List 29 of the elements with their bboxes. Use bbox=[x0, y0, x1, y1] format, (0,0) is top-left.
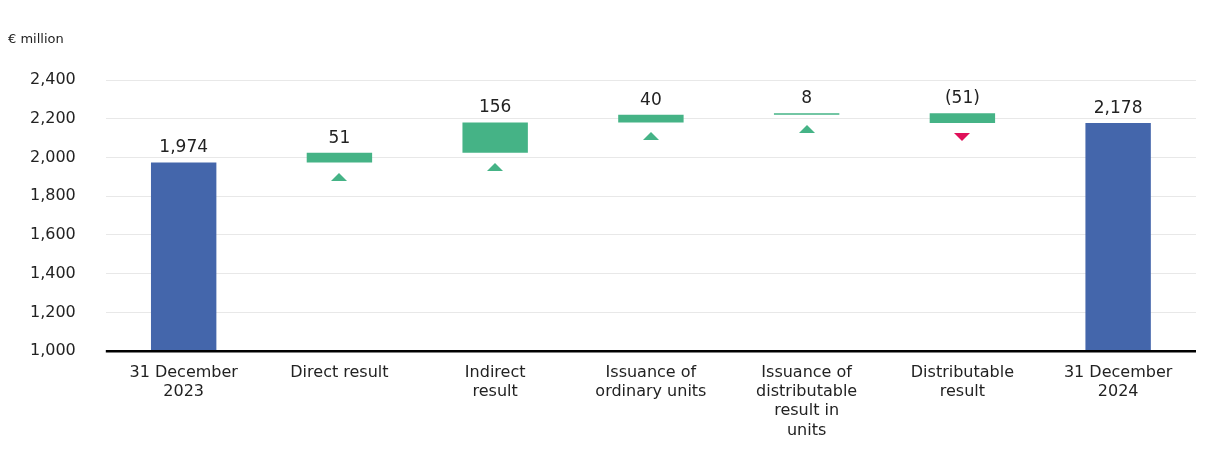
y-tick-label: 1,800 bbox=[29, 185, 76, 205]
y-tick-label: 2,200 bbox=[29, 107, 76, 127]
data-label: 51 bbox=[328, 126, 351, 147]
bar bbox=[306, 152, 373, 163]
y-axis-title: € million bbox=[8, 31, 64, 47]
x-tick-label: Distributable result bbox=[910, 361, 1014, 401]
y-tick-label: 1,600 bbox=[29, 224, 76, 244]
y-tick-label: 2,400 bbox=[29, 69, 76, 89]
y-tick-label: 1,400 bbox=[29, 262, 76, 282]
x-tick-label: Indirect result bbox=[464, 361, 526, 401]
data-label: 8 bbox=[801, 87, 813, 108]
x-tick-label: 31 December 2023 bbox=[129, 361, 239, 401]
x-tick-label: Direct result bbox=[290, 361, 389, 381]
x-tick-label: Issuance of distributable result in units bbox=[756, 361, 858, 439]
x-tick-label: 31 December 2024 bbox=[1063, 361, 1173, 401]
data-label: 156 bbox=[478, 96, 512, 117]
x-tick-label: Issuance of ordinary units bbox=[595, 361, 707, 401]
y-tick-label: 1,000 bbox=[29, 340, 76, 360]
y-tick-label: 1,200 bbox=[29, 301, 76, 321]
bar bbox=[462, 122, 528, 153]
data-label: 2,178 bbox=[1093, 96, 1143, 117]
data-label: 40 bbox=[640, 88, 662, 109]
bar bbox=[929, 113, 996, 124]
data-label: (51) bbox=[944, 87, 980, 108]
bar bbox=[1085, 123, 1151, 352]
y-tick-label: 2,000 bbox=[29, 146, 76, 166]
bar bbox=[618, 114, 684, 123]
bar bbox=[150, 162, 217, 352]
data-label: 1,974 bbox=[159, 136, 209, 157]
